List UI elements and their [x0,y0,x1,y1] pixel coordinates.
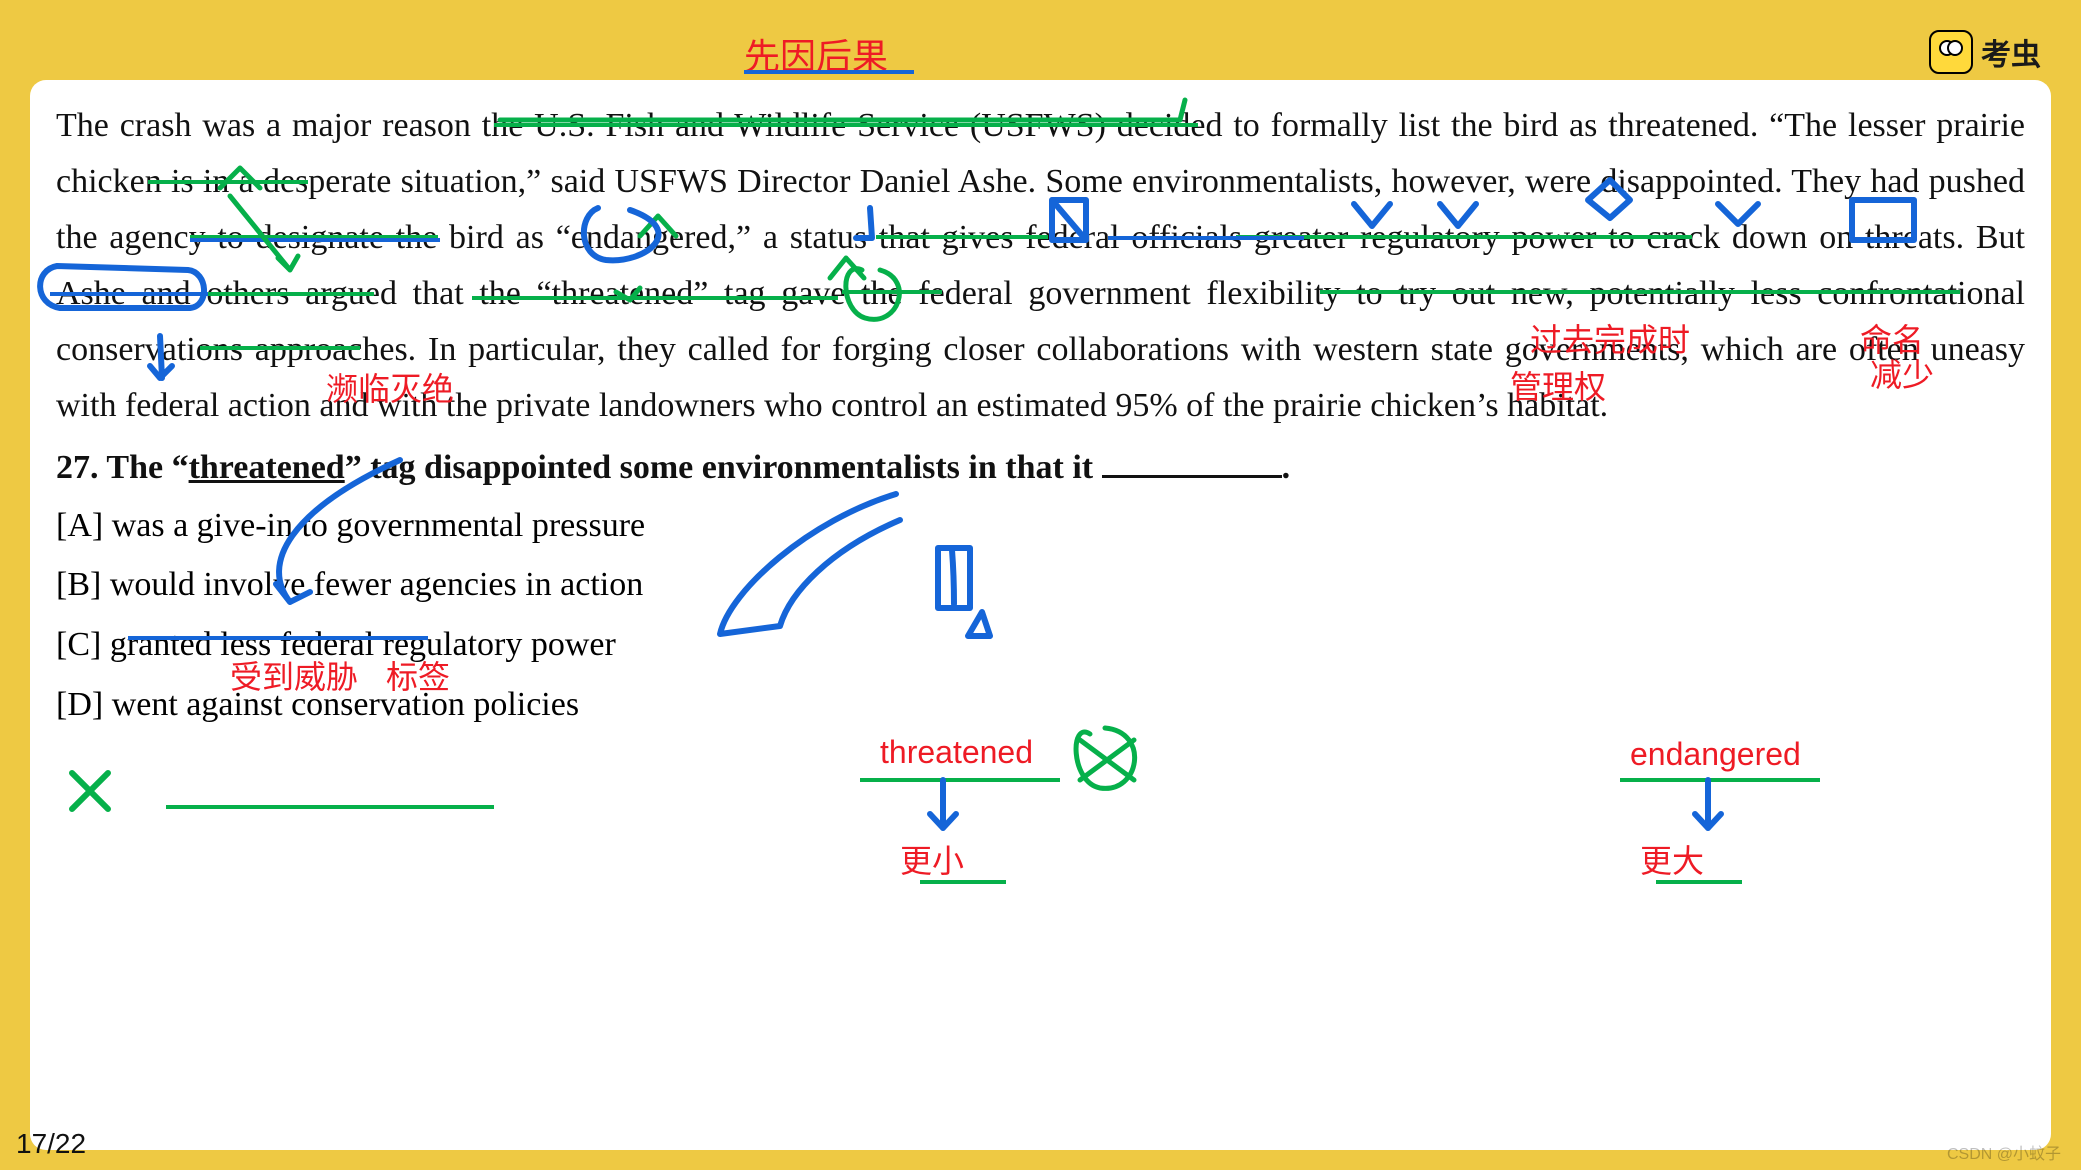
annotation-text: 管理权 [1510,362,1606,408]
annotation-text: 更小 [900,836,964,882]
green-underline [208,292,374,296]
blue-underline [50,292,208,296]
annotation-text: 更大 [1640,836,1704,882]
brand-text: 考虫 [1981,30,2041,74]
question-blank [1102,470,1282,478]
green-underline [860,778,1060,782]
page-number: 17/22 [16,1128,86,1160]
green-underline [472,296,838,300]
blue-underline [128,636,428,640]
brand-logo: 考虫 [1929,30,2041,74]
question-options: [A] was a give-in to governmental pressu… [56,497,2025,734]
green-underline [1620,778,1820,782]
green-underline [200,346,360,350]
green-underline [166,805,494,809]
annotation-text: endangered [1630,736,1801,773]
document-page: The crash was a major reason the U.S. Fi… [30,80,2051,1150]
green-underline [1320,290,1960,294]
brand-icon [1929,30,1973,74]
annotation-text: 过去完成时 [1530,315,1690,361]
green-underline [1656,880,1742,884]
green-underline [494,123,1198,127]
watermark: CSDN @小蚊子 [1947,1140,2061,1164]
question-stem: 27. The “threatened” tag disappointed so… [56,449,2025,487]
question-keyword: threatened [189,449,345,486]
annotation-text: 濒临灭绝 [326,364,454,410]
annotation-text: 受到威胁 [230,652,358,698]
green-underline [148,180,308,184]
annotation-text: 标签 [386,652,450,698]
green-underline [876,235,1048,239]
question-number: 27. [56,449,99,486]
question-prefix: The “ [106,449,188,486]
annotation-text: 减少 [1870,350,1934,396]
green-underline [920,880,1006,884]
green-underline [842,290,942,294]
blue-underline [190,238,440,242]
annotation-text: threatened [880,734,1033,771]
option-a[interactable]: [A] was a give-in to governmental pressu… [56,497,2025,555]
question-suffix: . [1282,449,1291,486]
header-note-underline [744,70,914,74]
green-underline [1236,235,1692,239]
blue-underline [1108,236,1304,240]
option-b[interactable]: [B] would involve fewer agencies in acti… [56,556,2025,614]
question-mid: ” tag disappointed some environmentalist… [345,449,1102,486]
